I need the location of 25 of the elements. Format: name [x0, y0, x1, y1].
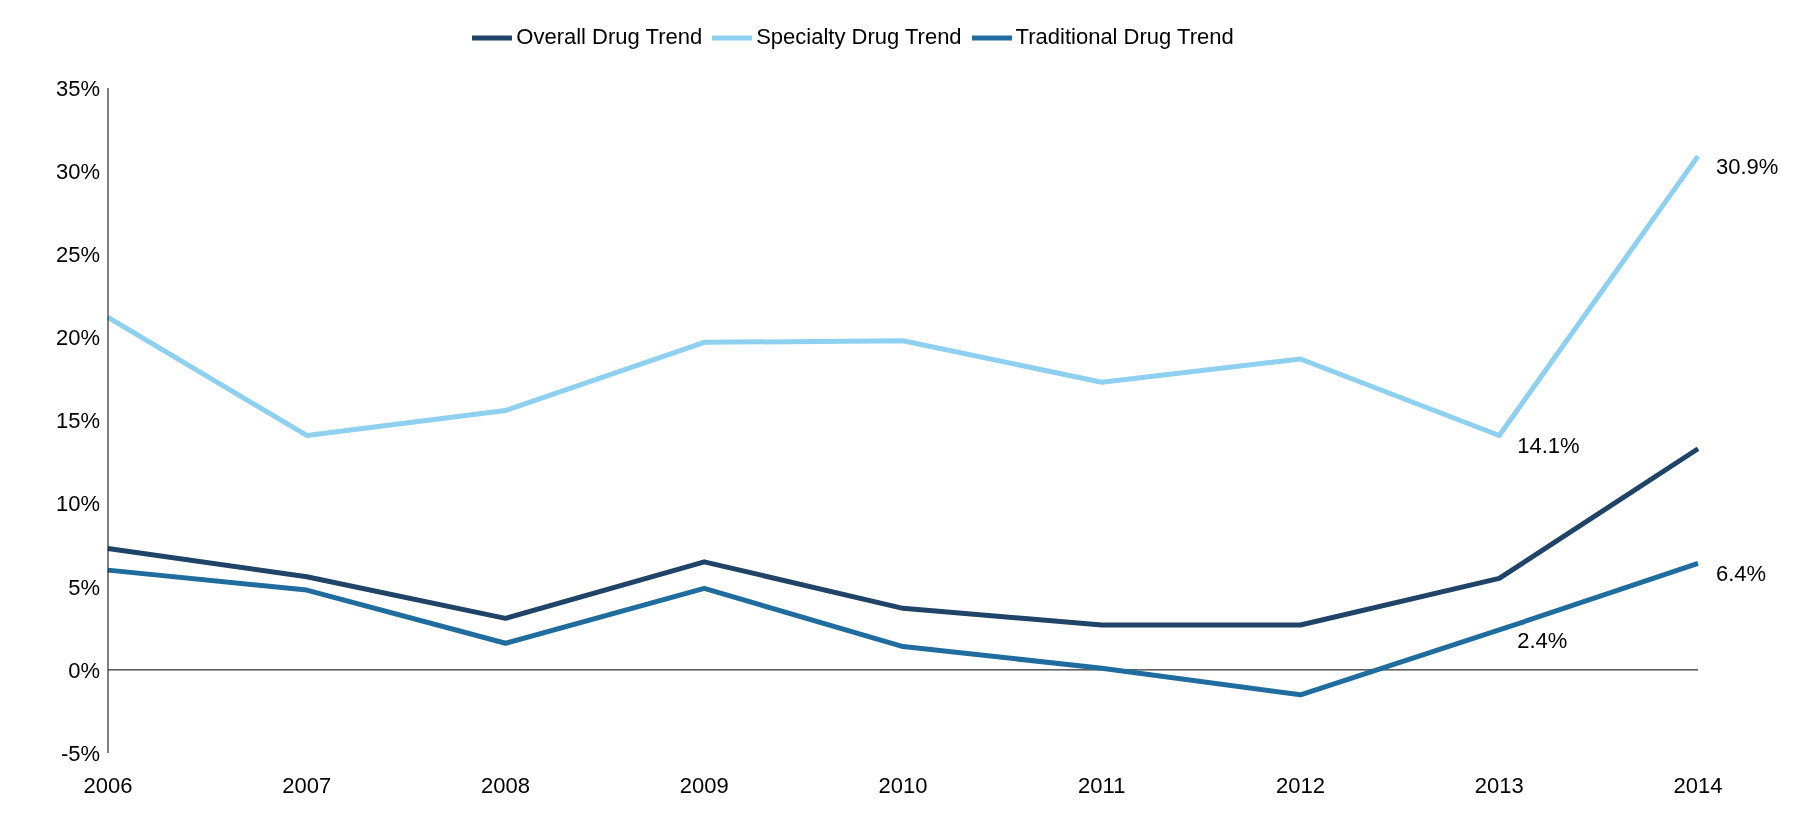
x-tick-label: 2007: [282, 772, 332, 798]
x-tick-label: 2008: [481, 772, 530, 798]
y-tick-label: 5%: [68, 574, 100, 600]
y-tick-label: 10%: [55, 491, 100, 517]
data-label: 2.4%: [1517, 627, 1568, 653]
data-label: 14.1%: [1517, 433, 1580, 459]
y-tick-label: 25%: [55, 242, 100, 268]
x-tick-label: 2013: [1474, 772, 1524, 798]
data-label: 6.4%: [1716, 561, 1767, 587]
data-label: 30.9%: [1716, 154, 1779, 180]
x-tick-label: 2009: [679, 772, 729, 798]
y-tick-label: -5%: [60, 740, 100, 766]
legend-label: Traditional Drug Trend: [1015, 23, 1234, 49]
x-tick-label: 2006: [83, 772, 133, 798]
legend-label: Specialty Drug Trend: [756, 23, 962, 49]
x-tick-label: 2011: [1078, 772, 1126, 798]
y-tick-label: 20%: [55, 325, 100, 351]
legend-label: Overall Drug Trend: [516, 23, 703, 49]
y-tick-label: 15%: [55, 408, 100, 434]
y-tick-label: 0%: [68, 657, 100, 683]
x-tick-label: 2012: [1276, 772, 1325, 798]
y-tick-label: 35%: [55, 75, 100, 101]
x-tick-label: 2014: [1673, 772, 1723, 798]
x-tick-label: 2010: [878, 772, 928, 798]
y-tick-label: 30%: [55, 158, 100, 184]
